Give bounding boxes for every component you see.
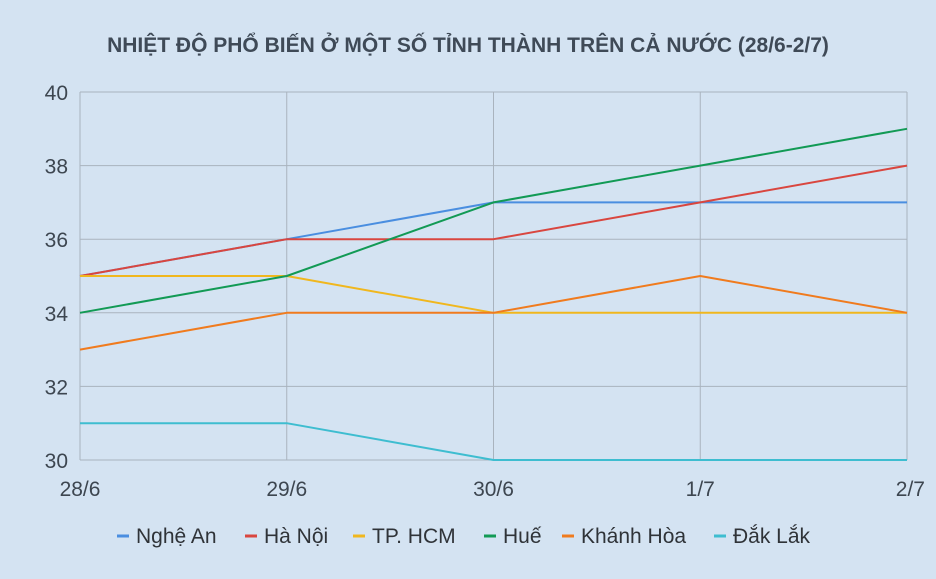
x-tick-label: 1/7 (686, 478, 715, 501)
legend: Nghệ An Hà Nội TP. HCM Huế Khánh Hòa Đắk Lắk (117, 525, 811, 548)
series-lines (79, 127, 908, 461)
y-tick-label: 38 (45, 156, 68, 179)
series-line-2 (79, 164, 908, 277)
x-tick-label: 29/6 (266, 478, 307, 501)
series-line-4 (79, 127, 908, 314)
legend-item: Nghệ An (117, 525, 217, 548)
series-line-5 (79, 275, 908, 351)
legend-item: Hà Nội (245, 525, 328, 548)
y-tick-label: 32 (45, 376, 68, 399)
x-axis-ticks: 28/6 29/6 30/6 1/7 2/7 (60, 478, 925, 501)
series-line-6 (80, 422, 907, 461)
legend-item: Khánh Hòa (562, 525, 686, 548)
y-tick-label: 40 (45, 82, 68, 105)
legend-label: Đắk Lắk (733, 525, 811, 548)
y-tick-label: 36 (45, 229, 68, 252)
legend-item: Huế (484, 525, 542, 548)
legend-label: Hà Nội (264, 525, 328, 548)
x-tick-label: 30/6 (473, 478, 514, 501)
legend-item: Đắk Lắk (714, 525, 811, 548)
legend-label: Khánh Hòa (581, 525, 686, 548)
chart-title: NHIỆT ĐỘ PHỔ BIẾN Ở MỘT SỐ TỈNH THÀNH TR… (107, 33, 829, 57)
y-axis-ticks: 30 32 34 36 38 40 (45, 82, 69, 473)
x-tick-label: 2/7 (896, 478, 925, 501)
y-tick-label: 34 (45, 303, 69, 326)
legend-label: Huế (503, 525, 542, 548)
legend-item: TP. HCM (353, 525, 456, 548)
y-tick-label: 30 (45, 450, 68, 473)
legend-label: Nghệ An (136, 525, 217, 548)
legend-label: TP. HCM (372, 525, 456, 548)
x-tick-label: 28/6 (60, 478, 101, 501)
